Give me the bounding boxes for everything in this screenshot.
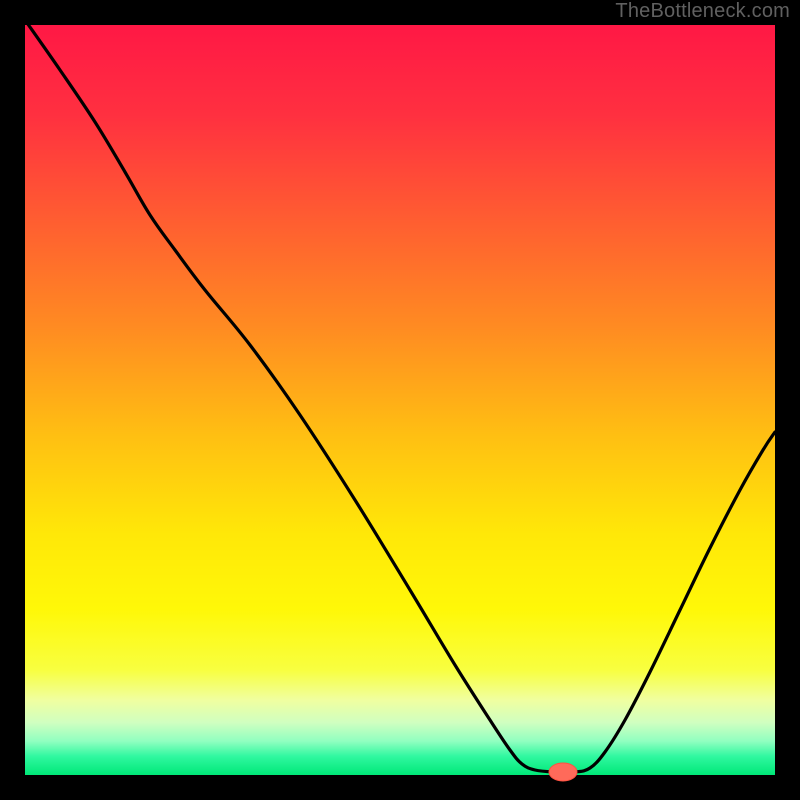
chart-background — [25, 25, 775, 775]
optimal-marker — [549, 763, 577, 781]
bottleneck-chart — [0, 0, 800, 800]
watermark-text: TheBottleneck.com — [615, 0, 790, 23]
chart-stage: TheBottleneck.com — [0, 0, 800, 800]
